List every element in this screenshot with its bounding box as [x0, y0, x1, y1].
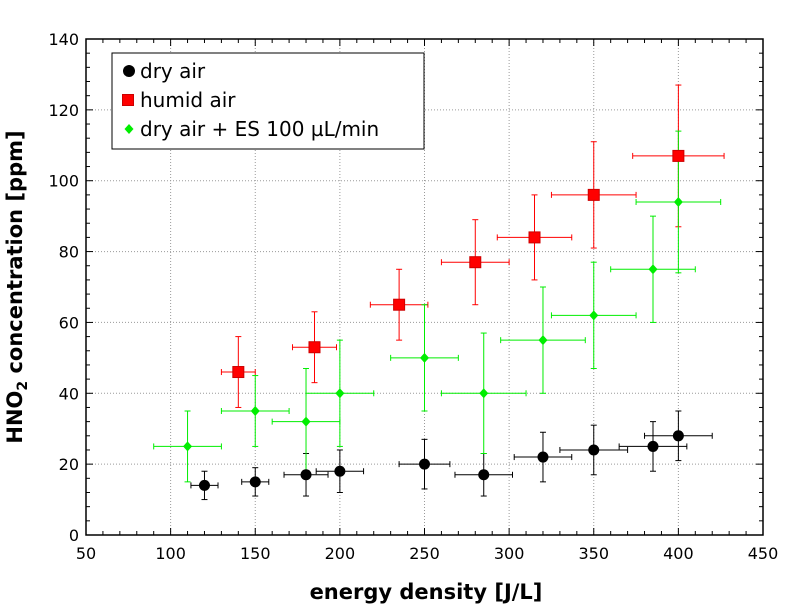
- y-tick-label: 0: [69, 526, 79, 545]
- x-tick-label: 100: [155, 544, 186, 563]
- data-point-dry-air: [647, 440, 659, 452]
- data-point-dry-air-es-100-l-min: [538, 335, 548, 346]
- data-point-humid-air: [528, 231, 541, 244]
- tick-layer: 50 100 150 200 250 300 350 400 450 0 20 40 60 80 100 12…: [48, 30, 778, 563]
- legend-label-humid-air: humid air: [140, 88, 236, 112]
- data-point-dry-air-es-100-l-min: [648, 264, 658, 275]
- x-tick-label: 350: [578, 544, 609, 563]
- legend: dry air humid air dry air + ES 100 µL/mi…: [111, 52, 425, 150]
- data-point-humid-air: [232, 366, 245, 379]
- legend-marker-dry-air: [123, 65, 135, 77]
- y-tick-label: 40: [59, 384, 79, 403]
- data-point-dry-air: [672, 430, 684, 442]
- data-point-dry-air-es-100-l-min: [420, 352, 429, 363]
- x-tick-label: 300: [494, 544, 525, 563]
- data-point-dry-air: [419, 458, 430, 470]
- data-point-dry-air-es-100-l-min: [673, 196, 683, 207]
- y-axis-label-subscript: 2: [15, 381, 31, 391]
- x-tick-label: 450: [748, 544, 779, 563]
- legend-label-dry-air-es: dry air + ES 100 µL/min: [140, 117, 379, 141]
- data-point-dry-air-es-100-l-min: [301, 416, 311, 427]
- data-point-humid-air: [469, 256, 482, 269]
- data-point-dry-air: [478, 469, 490, 481]
- y-tick-label: 80: [59, 243, 79, 262]
- data-point-dry-air: [300, 469, 312, 481]
- legend-box: [111, 52, 425, 150]
- y-tick-label: 100: [48, 172, 79, 191]
- data-point-dry-air-es-100-l-min: [589, 310, 599, 321]
- data-point-dry-air-es-100-l-min: [183, 441, 193, 452]
- y-tick-label: 140: [48, 30, 79, 49]
- data-point-dry-air: [198, 479, 210, 491]
- data-point-humid-air: [393, 298, 406, 311]
- data-point-dry-air: [588, 444, 600, 456]
- data-point-dry-air: [334, 465, 346, 477]
- legend-marker-dry-air-es: [124, 124, 134, 134]
- y-tick-label: 60: [59, 313, 79, 332]
- data-point-dry-air-es-100-l-min: [335, 388, 345, 399]
- x-tick-label: 200: [325, 544, 356, 563]
- x-tick-label: 150: [240, 544, 271, 563]
- x-tick-label: 50: [76, 544, 96, 563]
- data-point-humid-air: [587, 188, 600, 201]
- y-axis-label: HNO2 concentration [ppm]: [3, 130, 31, 443]
- x-axis-label: energy density [J/L]: [310, 580, 543, 604]
- data-point-dry-air: [249, 476, 261, 488]
- x-tick-label: 250: [409, 544, 440, 563]
- data-point-humid-air: [308, 341, 321, 354]
- x-tick-label: 400: [663, 544, 694, 563]
- plot-frame: [85, 38, 764, 536]
- data-point-dry-air-es-100-l-min: [479, 388, 489, 399]
- marker-layer: [183, 149, 685, 491]
- legend-marker-humid-air: [122, 94, 134, 106]
- data-point-dry-air: [537, 451, 549, 463]
- data-point-humid-air: [672, 149, 685, 162]
- y-axis-label-main: HNO: [3, 391, 27, 444]
- data-point-dry-air-es-100-l-min: [250, 406, 260, 416]
- y-axis-label-tail: concentration [ppm]: [3, 130, 27, 380]
- legend-label-dry-air: dry air: [140, 59, 206, 83]
- y-tick-label: 120: [48, 101, 79, 120]
- y-tick-label: 20: [59, 455, 79, 474]
